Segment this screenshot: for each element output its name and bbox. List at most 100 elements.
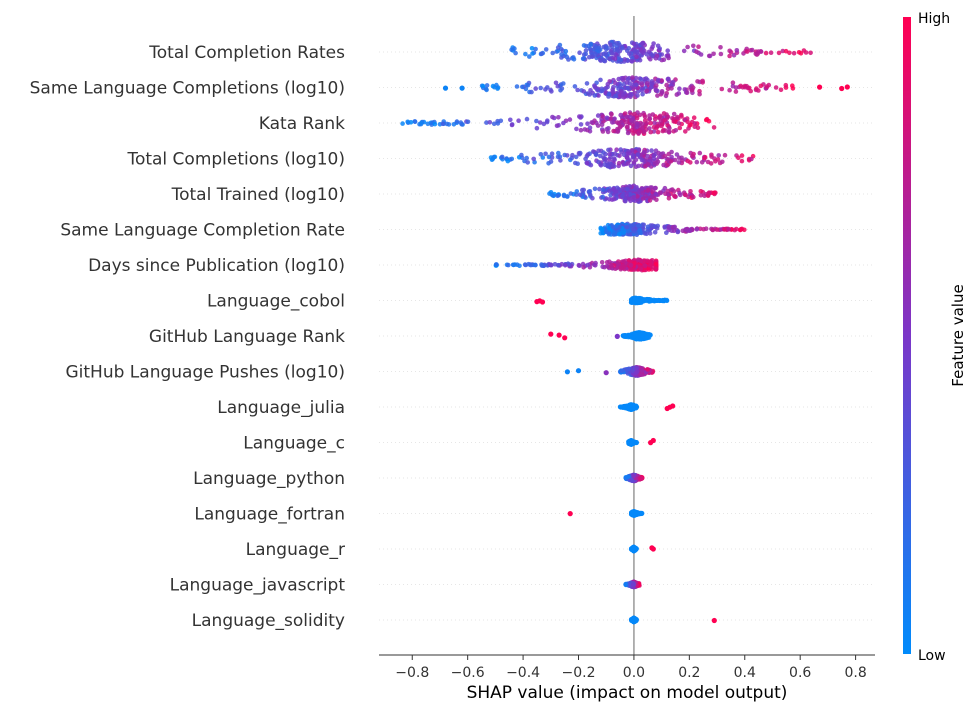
data-point bbox=[628, 93, 633, 98]
data-point bbox=[734, 226, 739, 232]
data-point bbox=[628, 263, 634, 268]
data-point bbox=[839, 85, 845, 92]
data-point bbox=[609, 111, 614, 117]
data-point bbox=[690, 153, 696, 159]
data-point bbox=[562, 335, 568, 341]
data-point bbox=[665, 162, 670, 168]
data-point bbox=[555, 193, 560, 199]
data-point bbox=[666, 224, 671, 230]
data-point bbox=[611, 156, 617, 161]
data-point bbox=[716, 153, 721, 158]
data-point bbox=[641, 150, 647, 155]
data-point bbox=[620, 193, 625, 199]
data-point bbox=[548, 331, 554, 337]
data-point bbox=[640, 121, 645, 127]
data-point bbox=[595, 123, 601, 128]
data-point bbox=[425, 121, 431, 127]
data-point bbox=[683, 129, 688, 134]
data-point bbox=[577, 50, 582, 55]
feature-label: Language_r bbox=[246, 540, 345, 560]
data-point bbox=[505, 158, 511, 164]
data-point bbox=[564, 54, 570, 60]
data-point bbox=[640, 196, 646, 201]
data-point bbox=[726, 227, 732, 232]
data-point bbox=[739, 158, 745, 164]
data-point bbox=[612, 116, 617, 121]
data-point bbox=[670, 403, 676, 409]
data-point bbox=[665, 114, 671, 120]
data-point bbox=[738, 83, 743, 89]
data-point bbox=[749, 156, 754, 162]
data-point bbox=[656, 150, 661, 156]
data-point bbox=[683, 192, 688, 198]
data-point bbox=[614, 185, 620, 191]
data-point bbox=[604, 263, 610, 269]
data-point bbox=[558, 158, 563, 163]
data-point bbox=[624, 225, 630, 230]
feature-row-points bbox=[617, 402, 676, 412]
data-point bbox=[491, 121, 497, 127]
data-point bbox=[675, 229, 681, 235]
colorbar-high-label: High bbox=[918, 11, 950, 27]
feature-label: Language_python bbox=[193, 469, 345, 489]
data-point bbox=[758, 83, 764, 89]
data-point bbox=[644, 231, 649, 237]
data-point bbox=[631, 299, 636, 305]
data-point bbox=[663, 191, 668, 196]
x-tick-label: −0.8 bbox=[395, 665, 429, 681]
data-point bbox=[662, 118, 668, 123]
data-point bbox=[659, 90, 665, 95]
data-point bbox=[652, 152, 658, 157]
data-point bbox=[623, 581, 629, 587]
data-point bbox=[669, 149, 674, 155]
data-point bbox=[574, 189, 580, 194]
feature-label: Language_solidity bbox=[192, 611, 345, 631]
data-point bbox=[656, 298, 661, 303]
feature-row-points bbox=[493, 257, 659, 273]
data-point bbox=[659, 123, 664, 129]
data-point bbox=[698, 52, 704, 57]
data-point bbox=[577, 114, 582, 119]
data-point bbox=[553, 80, 559, 86]
data-point bbox=[419, 120, 424, 125]
data-point bbox=[651, 41, 656, 46]
data-point bbox=[603, 50, 608, 56]
data-point bbox=[594, 87, 600, 92]
data-point bbox=[658, 118, 664, 124]
data-point bbox=[646, 335, 652, 340]
data-point bbox=[584, 160, 590, 166]
data-point bbox=[640, 91, 645, 97]
data-point bbox=[624, 155, 630, 161]
data-point bbox=[748, 88, 753, 94]
data-point bbox=[621, 230, 626, 236]
data-point bbox=[588, 47, 594, 52]
data-point bbox=[665, 54, 671, 59]
data-point bbox=[539, 51, 544, 56]
data-point bbox=[563, 48, 569, 54]
data-point bbox=[671, 111, 677, 117]
data-point bbox=[667, 125, 672, 131]
data-point bbox=[620, 333, 626, 339]
data-point bbox=[549, 89, 554, 94]
data-point bbox=[671, 228, 677, 234]
data-point bbox=[555, 154, 561, 160]
data-point bbox=[692, 124, 697, 129]
data-point bbox=[451, 122, 457, 127]
data-point bbox=[606, 147, 611, 153]
data-point bbox=[581, 55, 587, 61]
data-point bbox=[783, 48, 789, 54]
data-point bbox=[691, 194, 696, 200]
data-point bbox=[615, 261, 621, 266]
data-point bbox=[628, 223, 633, 228]
data-point bbox=[587, 192, 593, 197]
data-point bbox=[592, 186, 598, 192]
data-point bbox=[600, 129, 606, 134]
data-point bbox=[674, 152, 680, 157]
data-point bbox=[636, 163, 641, 169]
data-point bbox=[803, 50, 809, 55]
data-point bbox=[631, 41, 637, 46]
data-point bbox=[556, 332, 562, 338]
data-point bbox=[665, 48, 670, 53]
data-point bbox=[677, 86, 682, 91]
data-point bbox=[753, 51, 759, 57]
